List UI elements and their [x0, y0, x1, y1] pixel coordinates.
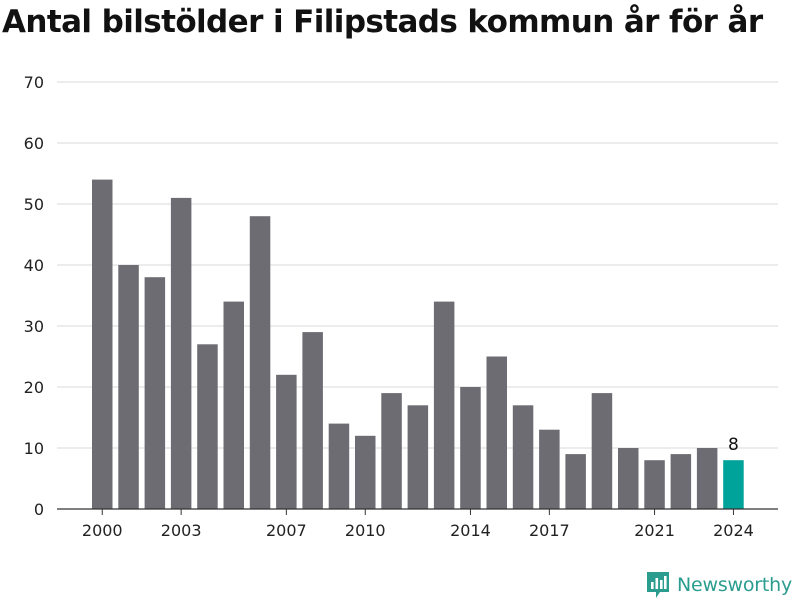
bar-2018 — [565, 454, 586, 509]
bar-2015 — [486, 356, 507, 509]
y-axis-ticks: 0 10 20 30 40 50 60 70 — [24, 73, 44, 519]
bar-2006 — [249, 216, 271, 509]
y-tick-label: 30 — [24, 317, 44, 336]
bar-2019 — [591, 393, 613, 509]
bar-2023 — [696, 448, 718, 509]
y-tick-label: 40 — [24, 256, 44, 275]
bar-2017 — [539, 429, 560, 509]
newsworthy-icon — [647, 572, 669, 598]
y-tick-label: 70 — [24, 73, 44, 92]
y-tick-label: 60 — [24, 134, 44, 153]
x-tick-label: 2017 — [529, 521, 570, 540]
bar-2013 — [433, 301, 455, 509]
bar-2010 — [355, 435, 376, 509]
grid-lines — [57, 81, 778, 449]
bar-2012 — [407, 405, 429, 509]
bar-2022 — [670, 454, 692, 509]
bar-2024 — [723, 460, 744, 509]
bars — [92, 179, 744, 509]
x-tick-label: 2003 — [161, 521, 202, 540]
bar-2007 — [276, 374, 297, 509]
bar-2014 — [460, 387, 481, 509]
x-axis: 2000 2003 2007 2010 2014 2017 2021 2024 — [57, 508, 778, 540]
x-tick-label: 2021 — [634, 521, 675, 540]
bar-2004 — [197, 344, 218, 509]
bar-2020 — [618, 448, 639, 509]
y-tick-label: 10 — [24, 439, 44, 458]
bar-2005 — [223, 301, 244, 509]
bar-2003 — [170, 197, 192, 509]
x-tick-label: 2007 — [266, 521, 307, 540]
bar-2016 — [512, 405, 534, 509]
bar-2000 — [92, 179, 113, 509]
bar-2011 — [381, 393, 402, 509]
bar-chart: 0 10 20 30 40 50 60 70 2000 2003 2007 2010 2014 2017… — [24, 73, 778, 540]
data-labels: 8 — [728, 435, 739, 455]
data-label: 8 — [728, 435, 739, 455]
chart-title: Antal bilstölder i Filipstads kommun år … — [2, 4, 763, 40]
brand-name: Newsworthy — [677, 574, 793, 596]
bar-2021 — [644, 460, 665, 509]
newsworthy-logo: Newsworthy — [645, 570, 792, 600]
bar-2008 — [302, 332, 323, 509]
y-tick-label: 0 — [34, 500, 44, 519]
y-tick-label: 50 — [24, 195, 44, 214]
x-tick-label: 2000 — [82, 521, 123, 540]
bar-2002 — [144, 277, 166, 509]
y-tick-label: 20 — [24, 378, 44, 397]
x-tick-label: 2014 — [450, 521, 491, 540]
bar-2001 — [118, 265, 139, 509]
bar-2009 — [328, 423, 350, 509]
x-tick-label: 2024 — [713, 521, 754, 540]
x-tick-label: 2010 — [345, 521, 386, 540]
